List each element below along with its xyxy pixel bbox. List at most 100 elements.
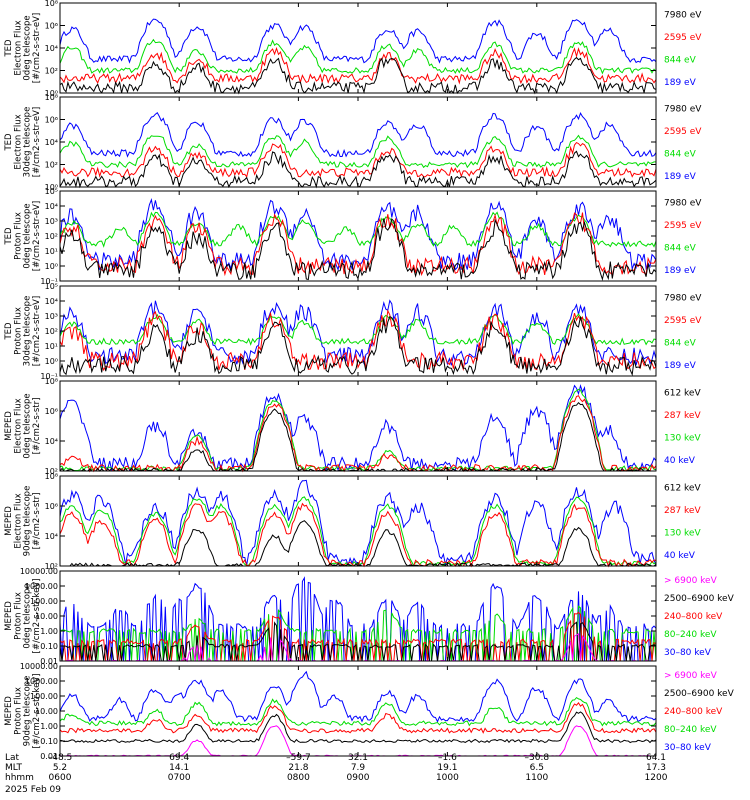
legend-entry: 130 keV bbox=[664, 528, 701, 538]
y-tick-label: 10⁴ bbox=[45, 202, 58, 211]
y-axis-label: TEDElectron Flux0deg telescope[#/cm2-s-s… bbox=[4, 13, 42, 83]
series-black-panel-4 bbox=[59, 315, 657, 377]
y-tick-label: 10⁵ bbox=[45, 187, 58, 196]
y-tick-label: 10² bbox=[45, 232, 58, 241]
legend-entry: 2595 eV bbox=[664, 316, 702, 326]
x-tick-lat: –48.5 bbox=[48, 753, 73, 763]
y-tick-label: 10⁴ bbox=[45, 437, 58, 446]
series-blue-panel-2 bbox=[59, 111, 657, 158]
legend-entry: 844 eV bbox=[664, 55, 697, 65]
legend-entry: 189 eV bbox=[664, 78, 697, 88]
y-tick-label: 10⁻¹ bbox=[40, 277, 58, 286]
legend-entry: 189 eV bbox=[664, 361, 697, 371]
x-tick-mlt: 5.2 bbox=[53, 763, 67, 773]
y-tick-label: 10² bbox=[45, 467, 58, 476]
y-axis-label: MEPEDProton Flux0deg telescope[#/cm2-s-s… bbox=[4, 579, 42, 654]
y-tick-label: 0.10 bbox=[40, 737, 58, 746]
panel-7: 0.01 0.10 1.00 10.00 100.00 1000.00 10000.00 ME… bbox=[4, 567, 734, 666]
legend-entry: 7980 eV bbox=[664, 198, 702, 208]
panel-frame bbox=[59, 2, 657, 94]
series-red-panel-3 bbox=[59, 212, 657, 277]
y-tick-label: 1.00 bbox=[40, 722, 58, 731]
y-axis-label: TEDElectron Flux30deg telescope[#/cm2-s-… bbox=[4, 107, 42, 178]
y-tick-label: 10⁰ bbox=[45, 183, 58, 192]
y-tick-label: 10000.00 bbox=[20, 662, 58, 671]
x-tick-lat: 64.1 bbox=[646, 753, 666, 763]
x-tick-mlt: 17.3 bbox=[646, 763, 666, 773]
y-tick-label: 0.01 bbox=[40, 752, 58, 761]
y-axis-label: MEPEDProton Flux90deg telescope[#/cm2-s-… bbox=[4, 674, 42, 749]
y-tick-label: 10⁶ bbox=[45, 502, 58, 511]
x-tick-hhmm: 0900 bbox=[347, 773, 370, 783]
panel-8: 0.01 0.10 1.00 10.00 100.00 1000.00 10000.00 ME… bbox=[4, 662, 734, 761]
legend-entry: > 6900 keV bbox=[664, 576, 718, 586]
series-black-panel-1 bbox=[59, 56, 657, 95]
row-label-mlt: MLT bbox=[5, 763, 23, 773]
y-tick-label: 10⁴ bbox=[45, 532, 58, 541]
legend-entry: > 6900 keV bbox=[664, 671, 718, 681]
x-tick-mlt: 7.9 bbox=[351, 763, 366, 773]
legend-entry: 80–240 keV bbox=[664, 725, 717, 735]
x-tick-mlt: 21.8 bbox=[288, 763, 308, 773]
y-tick-label: 100.00 bbox=[30, 692, 58, 701]
legend-entry: 287 keV bbox=[664, 411, 701, 421]
series-black-panel-5 bbox=[59, 401, 656, 472]
series-red-panel-4 bbox=[59, 309, 657, 372]
series-green-panel-5 bbox=[59, 388, 657, 472]
y-tick-label: 10.00 bbox=[35, 707, 58, 716]
series-red-panel-6 bbox=[59, 502, 657, 568]
x-tick-hhmm: 0600 bbox=[49, 773, 72, 783]
legend-entry: 2595 eV bbox=[664, 127, 702, 137]
y-axis-label: TEDProton Flux30deg telescope[#/cm2-s-st… bbox=[4, 296, 42, 367]
x-tick-lat: –1.6 bbox=[438, 753, 457, 763]
legend-entry: 7980 eV bbox=[664, 104, 702, 114]
row-label-lat: Lat bbox=[5, 753, 20, 763]
y-tick-label: 100.00 bbox=[30, 597, 58, 606]
series-green-panel-2 bbox=[59, 134, 656, 169]
y-tick-label: 10⁴ bbox=[45, 138, 58, 147]
y-axis-label: MEPEDElectron Flux0deg telescope[#/cm2-s… bbox=[4, 393, 42, 458]
y-tick-label: 10² bbox=[45, 562, 58, 571]
legend-entry: 189 eV bbox=[664, 266, 697, 276]
y-tick-label: 10.00 bbox=[35, 612, 58, 621]
series-green-panel-4 bbox=[59, 313, 657, 346]
legend-entry: 2500–6900 keV bbox=[664, 689, 735, 699]
y-tick-label: 10³ bbox=[45, 312, 58, 321]
series-black-panel-6 bbox=[60, 520, 657, 567]
x-tick-mlt: 14.1 bbox=[169, 763, 189, 773]
x-tick-hhmm: 0800 bbox=[287, 773, 310, 783]
y-axis-label: TEDProton Flux0deg telescope[#/cm2-s-str… bbox=[4, 201, 42, 271]
y-tick-label: 0.01 bbox=[40, 657, 58, 666]
legend-entry: 844 eV bbox=[664, 149, 697, 159]
y-tick-label: 10⁴ bbox=[45, 44, 58, 53]
x-tick-hhmm: 1200 bbox=[645, 773, 668, 783]
y-tick-label: 10⁸ bbox=[45, 0, 58, 8]
y-tick-label: 10⁻¹ bbox=[40, 372, 58, 381]
y-tick-label: 10² bbox=[45, 161, 58, 170]
series-green-panel-1 bbox=[59, 38, 657, 75]
series-black-panel-3 bbox=[59, 217, 657, 281]
x-tick-lat: –59.7 bbox=[286, 753, 311, 763]
series-green-panel-3 bbox=[59, 211, 657, 248]
y-tick-label: 10⁰ bbox=[45, 262, 58, 271]
legend-entry: 612 keV bbox=[664, 483, 701, 493]
y-tick-label: 10¹ bbox=[45, 342, 58, 351]
y-axis-label: MEPEDElectron Flux90deg telescope[#/cm2-… bbox=[4, 486, 42, 557]
y-tick-label: 1000.00 bbox=[25, 677, 58, 686]
y-tick-label: 10000.00 bbox=[20, 567, 58, 576]
panel-frame bbox=[59, 96, 657, 188]
y-tick-label: 10² bbox=[45, 67, 58, 76]
series-blue-panel-5 bbox=[59, 383, 657, 472]
legend-entry: 30–80 keV bbox=[664, 743, 712, 753]
legend-entry: 2500–6900 keV bbox=[664, 594, 735, 604]
panel-frame bbox=[59, 475, 657, 567]
y-tick-label: 1.00 bbox=[40, 627, 58, 636]
legend-entry: 612 keV bbox=[664, 388, 701, 398]
